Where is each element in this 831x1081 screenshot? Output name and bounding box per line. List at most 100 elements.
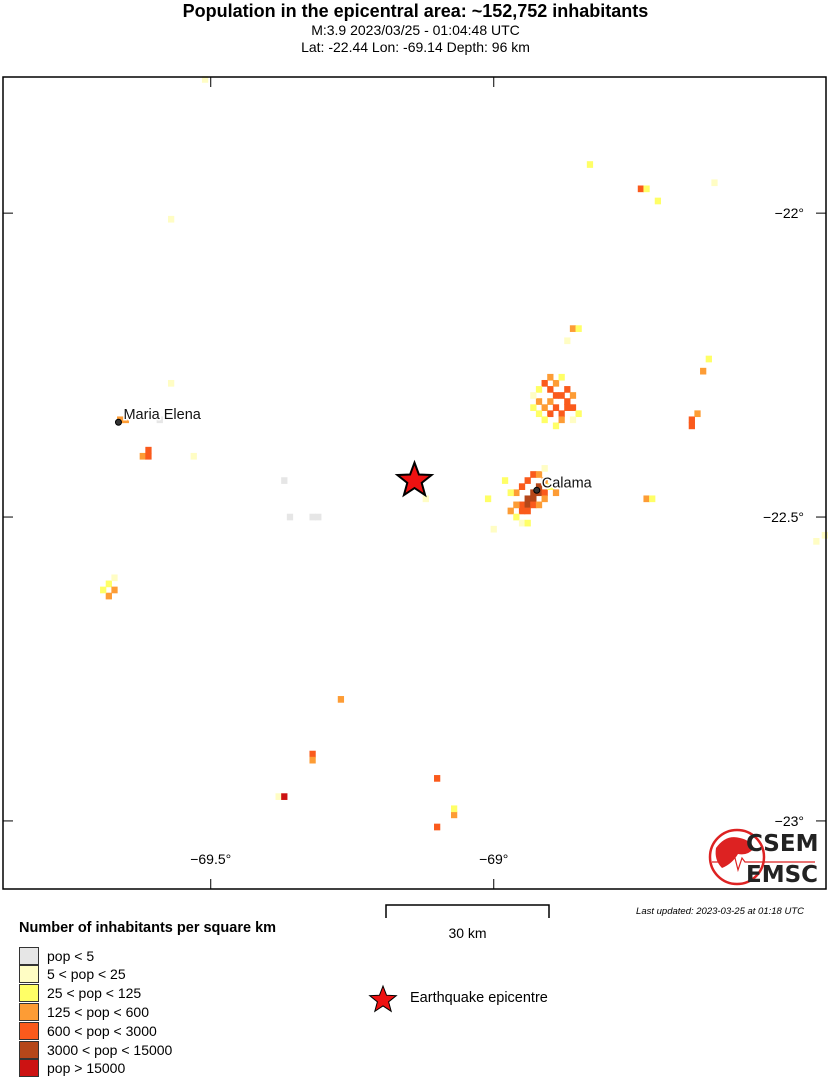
legend-swatch: [19, 1059, 39, 1078]
scale-bar: [385, 904, 550, 918]
lat-tick-label: −22°: [775, 205, 804, 221]
population-cell: [688, 416, 695, 424]
population-cell: [518, 507, 526, 515]
population-cell: [507, 489, 514, 497]
population-cell: [450, 805, 458, 813]
population-cell: [434, 775, 441, 782]
population-cell: [564, 386, 571, 393]
population-cell: [535, 410, 543, 418]
legend-swatch: [19, 965, 39, 984]
population-cell: [535, 483, 543, 490]
legend-swatch: [19, 1021, 39, 1040]
population-cell: [530, 501, 537, 509]
population-cell: [524, 477, 531, 484]
population-cell: [281, 793, 288, 800]
legend-label: pop > 15000: [47, 1060, 126, 1077]
legend-label: pop < 5: [47, 947, 95, 964]
population-cell: [281, 477, 288, 484]
population-cell: [541, 416, 548, 424]
population-cell: [513, 489, 520, 497]
population-cell: [564, 404, 571, 411]
legend-swatch: [19, 984, 39, 1003]
event-info: M:3.9 2023/03/25 - 01:04:48 UTC: [311, 22, 520, 38]
population-cell: [564, 337, 571, 345]
population-cell: [484, 495, 492, 503]
population-cell: [552, 392, 560, 399]
population-cell: [337, 696, 345, 703]
city-markers: Maria Elena Calama: [114, 406, 594, 494]
population-cell: [145, 452, 152, 460]
population-cell: [569, 325, 577, 332]
population-cell: [105, 580, 112, 588]
legend-title: Number of inhabitants per square km: [19, 920, 277, 936]
population-cell: [309, 756, 316, 764]
population-cell: [501, 477, 509, 484]
population-cell: [535, 471, 543, 478]
graticule-ticks: −69.5° −69° −22° −22.5° −23°: [3, 77, 826, 889]
page-title: Population in the epicentral area: ~152,…: [182, 1, 649, 21]
population-cell: [275, 793, 282, 800]
population-cell: [145, 446, 152, 454]
population-cell: [513, 501, 520, 509]
population-cell: [100, 586, 107, 594]
epicentre-legend-star-icon: [368, 984, 398, 1013]
legend-item: 25 < pop < 125: [19, 984, 141, 1003]
lon-tick-label: −69°: [479, 851, 508, 867]
population-cell: [535, 398, 543, 405]
population-cell: [558, 392, 565, 399]
population-cell: [111, 586, 118, 594]
legend-label: 3000 < pop < 15000: [47, 1041, 173, 1058]
population-cell: [558, 416, 565, 424]
population-cell: [518, 519, 526, 527]
population-cell: [586, 161, 594, 168]
legend-swatch: [19, 1002, 39, 1021]
population-cell: [518, 501, 526, 509]
scale-bar-label: 30 km: [448, 925, 487, 941]
population-cell: [524, 507, 531, 515]
city-label: Calama: [542, 475, 593, 491]
lat-tick-label: −22.5°: [763, 509, 804, 525]
population-cell: [552, 489, 560, 497]
population-cell: [530, 495, 537, 503]
population-cell: [139, 452, 146, 460]
location-info: Lat: -22.44 Lon: -69.14 Depth: 96 km: [301, 39, 530, 55]
population-cell: [309, 750, 316, 758]
lat-tick-label: −23°: [775, 813, 804, 829]
population-cell: [535, 386, 543, 393]
population-cell: [541, 465, 548, 472]
population-cell: [541, 495, 548, 503]
population-cell: [643, 185, 650, 193]
population-cell: [524, 501, 531, 509]
population-cell: [637, 185, 645, 193]
population-cell: [105, 592, 112, 600]
population-cell: [530, 404, 537, 411]
population-cell: [569, 392, 577, 399]
population-cell: [541, 477, 548, 484]
population-cell: [694, 410, 701, 418]
population-cell: [490, 525, 497, 533]
epicenter-marker: [394, 459, 435, 498]
population-cell: [547, 410, 554, 418]
population-cell: [649, 495, 656, 503]
population-cell: [569, 404, 577, 411]
logo-emsc: EMSC: [746, 862, 818, 888]
population-cell: [688, 422, 695, 430]
legend-swatch: [19, 1040, 39, 1059]
population-cell: [450, 811, 458, 819]
population-cells: [100, 76, 828, 831]
population-cell: [558, 373, 565, 381]
lon-tick-label: −69.5°: [190, 851, 231, 867]
population-cell: [167, 215, 175, 223]
population-cell: [524, 519, 531, 527]
population-cell: [201, 76, 209, 83]
population-cell: [654, 197, 662, 205]
population-cell: [524, 495, 531, 503]
population-cell: [541, 404, 548, 411]
population-cell: [643, 495, 650, 503]
population-cell: [167, 379, 175, 387]
population-cell: [541, 379, 548, 387]
legend-item: pop < 5: [19, 946, 94, 965]
population-cell: [569, 416, 577, 424]
population-cell: [547, 373, 554, 381]
